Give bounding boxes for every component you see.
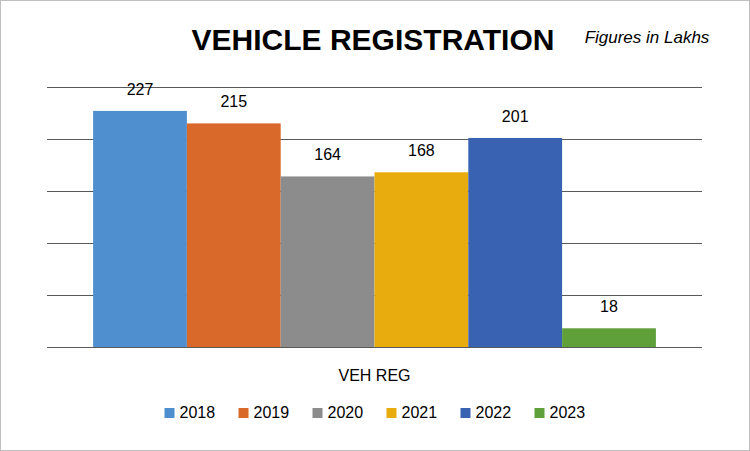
bars [93,111,656,347]
legend-swatch [313,408,323,418]
legend-swatch [387,408,397,418]
data-labels: 227 215 164 168 201 18 [127,81,618,315]
chart-frame [1,1,750,451]
data-label: 18 [600,298,618,315]
legend-swatch [165,408,175,418]
bar [93,111,187,347]
data-label: 215 [220,93,247,110]
legend-label: 2021 [402,404,438,421]
x-tick-label: VEH REG [338,367,410,384]
chart-title: VEHICLE REGISTRATION [192,23,555,56]
data-label: 201 [502,108,529,125]
legend: 2018 2019 2020 2021 2022 2023 [165,404,586,421]
legend-label: 2022 [476,404,512,421]
legend-label: 2023 [550,404,586,421]
chart-subtitle: Figures in Lakhs [585,28,710,47]
legend-swatch [461,408,471,418]
legend-swatch [535,408,545,418]
chart-svg: VEHICLE REGISTRATIONFigures in Lakhs2272… [0,0,750,451]
bar [562,328,656,347]
grid-line [47,347,702,348]
bar [375,172,469,347]
bar [281,176,375,347]
chart-container: VEHICLE REGISTRATIONFigures in Lakhs2272… [0,0,750,451]
legend-swatch [239,408,249,418]
legend-label: 2020 [328,404,364,421]
data-label: 168 [408,142,435,159]
bar [468,138,562,347]
legend-label: 2019 [254,404,290,421]
data-label: 164 [314,146,341,163]
legend-label: 2018 [180,404,216,421]
bar [187,123,281,347]
data-label: 227 [127,81,154,98]
